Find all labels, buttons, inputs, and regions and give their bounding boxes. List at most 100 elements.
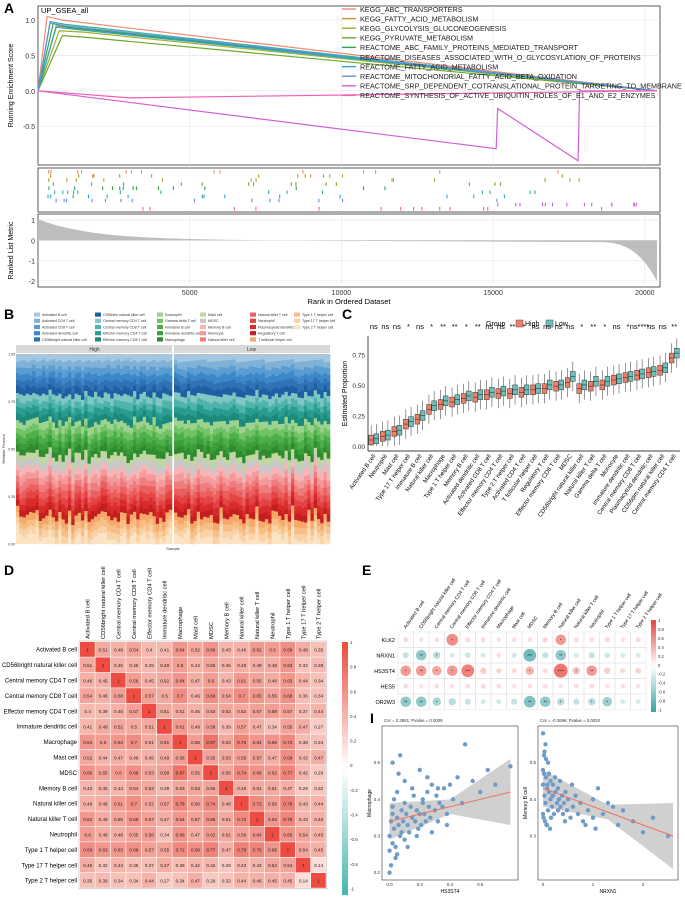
- heatmap-row-label: CD56bright natural killer cell: [2, 663, 77, 669]
- composition-bar-segment: [51, 430, 56, 439]
- composition-bar-segment: [323, 480, 328, 489]
- composition-bar-segment: [45, 361, 49, 370]
- composition-bar-segment: [265, 435, 269, 443]
- heatmap-cell-value: 0.34: [114, 879, 123, 884]
- composition-bar-segment: [274, 452, 279, 462]
- composition-bar-segment: [155, 497, 160, 506]
- composition-bar-segment: [190, 423, 194, 431]
- composition-bar-segment: [100, 451, 105, 458]
- composition-bar-segment: [239, 469, 243, 478]
- composition-bar-segment: [113, 510, 118, 518]
- composition-bar-segment: [116, 407, 121, 416]
- gsea-title: UP_GSEA_all: [41, 6, 88, 15]
- composition-bar-segment: [19, 499, 23, 506]
- composition-bar-segment: [116, 394, 121, 401]
- composition-bar-segment: [123, 481, 127, 488]
- composition-bar-segment: [310, 425, 315, 433]
- heatmap-cell-value: 0.55: [129, 832, 138, 837]
- composition-bar-segment: [45, 497, 49, 504]
- composition-bar-segment: [58, 474, 62, 482]
- composition-bar-segment: [42, 537, 46, 545]
- composition-bar-segment: [25, 433, 30, 442]
- gsea-metric-ylabel: Ranked List Metric: [8, 221, 15, 279]
- composition-bar-segment: [291, 513, 295, 521]
- composition-bar-segment: [162, 521, 166, 530]
- composition-bar-segment: [216, 543, 220, 545]
- composition-bar-segment: [32, 393, 36, 400]
- composition-bar-segment: [239, 354, 243, 363]
- composition-bar-segment: [94, 434, 98, 443]
- composition-bar-segment: [265, 383, 269, 390]
- composition-bar-segment: [38, 435, 43, 445]
- composition-bar-segment: [152, 366, 157, 375]
- heatmap-cell-value: 0.39: [222, 725, 231, 730]
- composition-bar-segment: [84, 449, 88, 459]
- composition-bar-segment: [129, 445, 134, 453]
- composition-bar-segment: [45, 420, 49, 429]
- composition-bar-segment: [187, 354, 191, 362]
- composition-bar-segment: [61, 519, 66, 528]
- composition-bar-segment: [291, 449, 295, 457]
- dot-heatmap-star: *: [575, 668, 577, 673]
- composition-bar-segment: [55, 528, 59, 538]
- composition-bar-segment: [22, 505, 27, 511]
- composition-bar-segment: [313, 492, 318, 501]
- composition-bar-segment: [68, 372, 72, 382]
- composition-bar-segment: [281, 437, 285, 443]
- composition-bar-segment: [142, 500, 147, 510]
- scatter-point: [540, 767, 546, 773]
- composition-bar-segment: [265, 362, 269, 370]
- composition-bar-segment: [103, 392, 108, 402]
- composition-bar-segment: [229, 414, 233, 421]
- dot-heatmap-star: **: [528, 699, 532, 704]
- composition-bar-segment: [159, 420, 163, 429]
- composition-bar-segment: [200, 438, 204, 445]
- composition-bar-segment: [287, 452, 292, 461]
- gsea-metric-ytick: -1: [29, 259, 35, 266]
- composition-bar-segment: [216, 354, 220, 362]
- composition-bar-segment: [35, 424, 40, 431]
- composition-bar-segment: [271, 459, 276, 468]
- heatmap-cell-value: 0.57: [191, 817, 200, 822]
- composition-bar-segment: [235, 420, 240, 429]
- composition-bar-segment: [35, 449, 40, 458]
- composition-bar-segment: [242, 432, 246, 442]
- composition-bar-segment: [235, 457, 240, 466]
- composition-bar-segment: [281, 429, 285, 438]
- composition-bar-segment: [55, 493, 59, 503]
- composition-bar-segment: [320, 507, 324, 516]
- composition-bar-segment: [25, 400, 30, 407]
- composition-bar-segment: [32, 364, 36, 372]
- celltype-legend-label: Macrophage: [165, 338, 185, 342]
- heatmap-cell: [141, 688, 157, 703]
- composition-bar-segment: [258, 451, 263, 461]
- composition-bar-segment: [235, 540, 240, 544]
- composition-bar-segment: [206, 446, 211, 455]
- heatmap-cell: [95, 780, 111, 796]
- composition-bar-segment: [310, 446, 315, 455]
- composition-bar-segment: [155, 450, 160, 459]
- heatmap-cell-value: 0.55: [191, 771, 200, 776]
- composition-bar-segment: [71, 407, 75, 415]
- composition-bar-segment: [232, 432, 237, 440]
- composition-bar-segment: [165, 463, 170, 471]
- composition-bar-segment: [209, 433, 214, 442]
- colorbar-segment: [651, 626, 656, 630]
- composition-bar-segment: [252, 374, 256, 384]
- scatter-point: [580, 819, 586, 824]
- composition-bar-segment: [19, 414, 23, 423]
- composition-bar-segment: [313, 459, 318, 466]
- composition-bar-segment: [97, 471, 101, 479]
- composition-bar-segment: [29, 525, 33, 532]
- heatmap-row-label: Type 2 T helper cell: [25, 879, 77, 885]
- composition-bar-segment: [168, 528, 173, 537]
- composition-bar-segment: [193, 540, 198, 545]
- heatmap-cell-value: 0.48: [268, 678, 277, 683]
- composition-bar-segment: [291, 398, 295, 407]
- composition-bar-segment: [232, 445, 237, 453]
- heatmap-cell: [110, 642, 126, 657]
- composition-bar-segment: [284, 500, 289, 510]
- composition-bar-segment: [120, 499, 124, 507]
- composition-bar-segment: [159, 451, 163, 459]
- composition-bar-segment: [216, 515, 220, 524]
